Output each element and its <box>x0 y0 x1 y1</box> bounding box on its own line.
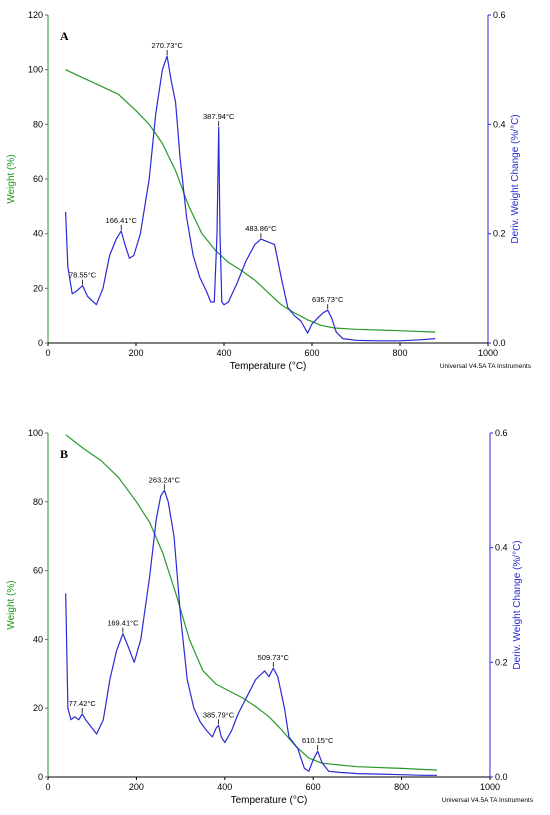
deriv-weight-curve <box>65 489 437 776</box>
y-right-axis-label: Deriv. Weight Change (%/°C) <box>512 540 523 669</box>
peak-annotation: 387.94°C <box>203 112 235 121</box>
y-right-tick-label: 0.2 <box>495 657 508 667</box>
chart-panel-b: 0 200 400 600 800 1000 0 20 40 60 80 100 0.0 0.2 0.4 0.… <box>6 428 534 806</box>
peak-annotation: 77.42°C <box>69 699 97 708</box>
y-left-tick-label: 20 <box>33 283 43 293</box>
x-tick-label: 800 <box>392 348 407 358</box>
peak-annotation: 610.15°C <box>302 736 334 745</box>
y-left-tick-label: 40 <box>33 229 43 239</box>
x-tick-label: 200 <box>128 348 143 358</box>
y-left-tick-label: 60 <box>33 174 43 184</box>
x-tick-label: 600 <box>306 782 321 792</box>
peak-annotation: 78.55°C <box>69 271 97 280</box>
peak-annotation: 166.41°C <box>106 216 138 225</box>
y-right-tick-label: 0.6 <box>493 10 506 20</box>
y-left-tick-label: 0 <box>38 338 43 348</box>
x-tick-label: 800 <box>394 782 409 792</box>
panel-label: A <box>60 29 69 43</box>
y-right-tick-label: 0.6 <box>495 428 508 438</box>
x-axis-label: Temperature (°C) <box>230 361 307 372</box>
y-left-tick-label: 80 <box>33 119 43 129</box>
x-axis-label: Temperature (°C) <box>231 795 308 806</box>
x-tick-label: 400 <box>217 782 232 792</box>
instrument-footer: Universal V4.5A TA Instruments <box>440 363 532 370</box>
weight-curve <box>65 69 436 333</box>
y-left-axis-label: Weight (%) <box>6 580 17 629</box>
peak-annotation: 263.24°C <box>149 475 181 484</box>
panel-label: B <box>60 447 68 461</box>
weight-curve <box>65 434 438 771</box>
peak-annotation: 509.73°C <box>258 653 290 662</box>
x-tick-label: 0 <box>45 348 50 358</box>
peak-annotation: 635.73°C <box>312 295 344 304</box>
chart-panel-a: 0 200 400 600 800 1000 0 20 40 60 80 100 120 0.0 0.2 0.… <box>6 10 532 372</box>
peak-annotation: 385.79°C <box>203 710 235 719</box>
x-tick-label: 1000 <box>480 782 500 792</box>
y-right-tick-label: 0.0 <box>493 338 506 348</box>
y-right-axis-label: Deriv. Weight Change (%/°C) <box>510 114 521 243</box>
peak-annotation: 270.73°C <box>151 41 183 50</box>
x-tick-label: 0 <box>45 782 50 792</box>
y-left-tick-label: 60 <box>33 566 43 576</box>
y-left-tick-label: 20 <box>33 703 43 713</box>
x-tick-label: 400 <box>216 348 231 358</box>
instrument-footer: Universal V4.5A TA Instruments <box>442 797 534 804</box>
y-right-tick-label: 0.0 <box>495 772 508 782</box>
peak-annotation: 483.86°C <box>245 224 277 233</box>
x-tick-label: 200 <box>129 782 144 792</box>
deriv-weight-curve <box>65 55 436 342</box>
peak-annotation: 169.41°C <box>107 619 139 628</box>
y-left-tick-label: 0 <box>38 772 43 782</box>
y-left-tick-label: 80 <box>33 497 43 507</box>
y-right-tick-label: 0.2 <box>493 229 506 239</box>
y-left-axis-label: Weight (%) <box>6 154 17 203</box>
y-right-tick-label: 0.4 <box>495 543 508 553</box>
x-tick-label: 600 <box>304 348 319 358</box>
x-tick-label: 1000 <box>478 348 498 358</box>
y-left-tick-label: 120 <box>28 10 43 20</box>
y-left-tick-label: 100 <box>28 65 43 75</box>
y-right-tick-label: 0.4 <box>493 119 506 129</box>
y-left-tick-label: 100 <box>28 428 43 438</box>
y-left-tick-label: 40 <box>33 634 43 644</box>
